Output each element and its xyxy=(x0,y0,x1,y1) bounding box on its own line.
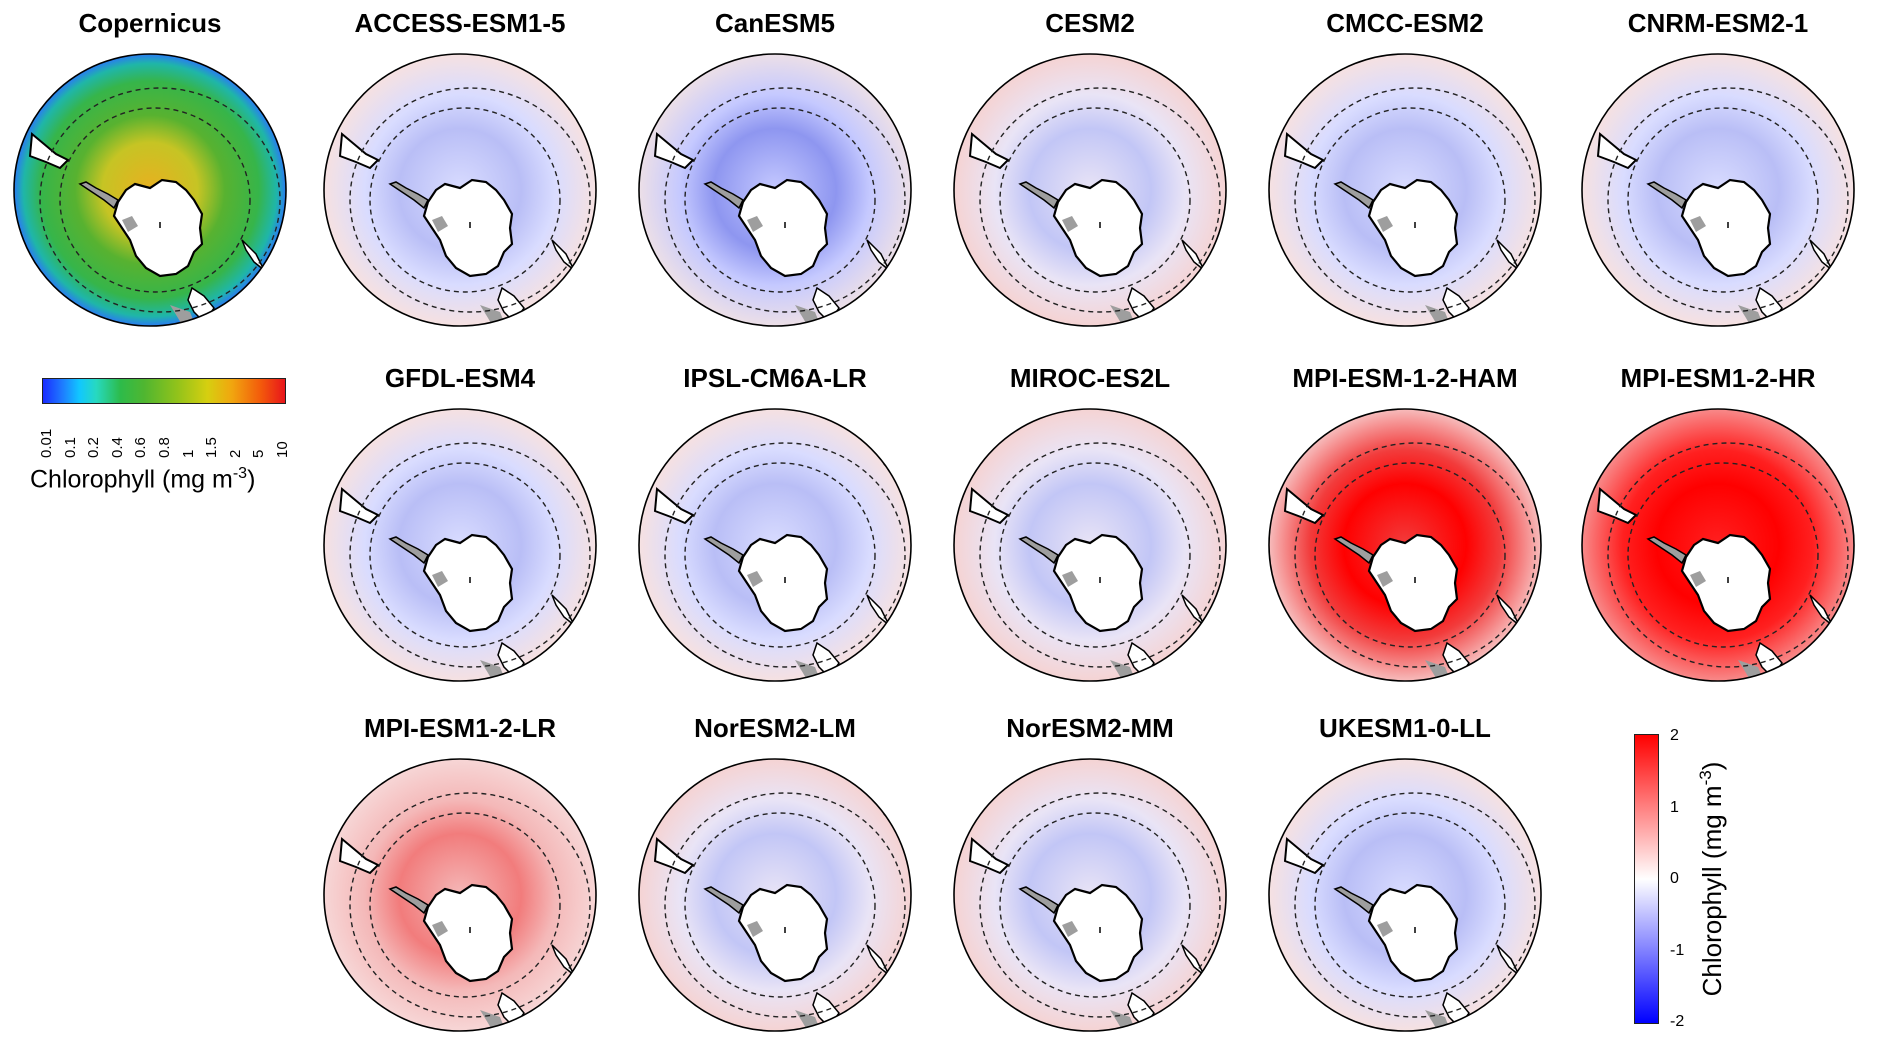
map-frame xyxy=(1581,408,1855,682)
map-panel-title: MPI-ESM-1-2-HAM xyxy=(1292,363,1518,393)
colorbar-tick-label: 0.2 xyxy=(85,437,103,458)
colorbar-tick-label: 0.1 xyxy=(61,437,79,458)
map-panel-title: NorESM2-LM xyxy=(694,713,856,743)
colorbar-tick-label: 10 xyxy=(274,441,291,458)
colorbar-tick-label: 0.4 xyxy=(108,437,126,458)
colorbar-tick-label: -1 xyxy=(1670,941,1685,959)
map-panel-title: MPI-ESM1-2-LR xyxy=(363,713,557,743)
map-panel: GFDL-ESM4 xyxy=(320,363,600,693)
map-panel-title: MPI-ESM1-2-HR xyxy=(1620,363,1816,393)
map-frame xyxy=(1581,53,1855,327)
colorbar-tick-label: 1.5 xyxy=(203,437,221,458)
map-frame xyxy=(323,53,597,327)
map-frame xyxy=(953,758,1227,1032)
polar-map xyxy=(1581,408,1855,682)
map-panel: MPI-ESM1-2-HR xyxy=(1578,363,1858,693)
map-frame xyxy=(638,53,912,327)
map-panel: MPI-ESM-1-2-HAM xyxy=(1265,363,1545,693)
map-frame xyxy=(953,408,1227,682)
map-panel: CNRM-ESM2-1 xyxy=(1578,8,1858,338)
colorbar-tick-label: 0.01 xyxy=(38,428,55,458)
chlorophyll-difference-colorbar xyxy=(1634,734,1659,1024)
map-panel-title: UKESM1-0-LL xyxy=(1319,713,1491,743)
map-panel-title: CanESM5 xyxy=(715,8,835,38)
map-frame xyxy=(1268,53,1542,327)
map-panel-title: MIROC-ES2L xyxy=(1009,363,1171,393)
map-frame xyxy=(1268,758,1542,1032)
map-frame xyxy=(323,408,597,682)
map-panel: CanESM5 xyxy=(635,8,915,338)
colorbar-tick-label: -2 xyxy=(1670,1013,1685,1030)
chlorophyll-difference-colorbar-label: Chlorophyll (mg m-3) xyxy=(1696,761,1727,997)
polar-map xyxy=(13,53,287,327)
map-panel: CMCC-ESM2 xyxy=(1265,8,1545,338)
map-panel-title: IPSL-CM6A-LR xyxy=(683,363,867,393)
map-panel-title: GFDL-ESM4 xyxy=(384,363,536,393)
polar-map xyxy=(953,758,1227,1032)
map-panel: Copernicus xyxy=(10,8,290,338)
map-frame xyxy=(638,408,912,682)
map-panel-title: CESM2 xyxy=(1045,8,1135,38)
colorbar-tick-label: 0.6 xyxy=(132,437,150,458)
chlorophyll-log-colorbar-label: Chlorophyll (mg m-3) xyxy=(30,465,256,494)
polar-map xyxy=(323,53,597,327)
map-frame xyxy=(323,758,597,1032)
colorbar-tick-label: 0.8 xyxy=(156,437,173,458)
polar-map xyxy=(1268,758,1542,1032)
polar-map xyxy=(1581,53,1855,327)
polar-map xyxy=(638,408,912,682)
map-panel: IPSL-CM6A-LR xyxy=(635,363,915,693)
map-panel: NorESM2-LM xyxy=(635,713,915,1043)
polar-map xyxy=(1268,408,1542,682)
map-frame xyxy=(953,53,1227,327)
polar-map xyxy=(953,408,1227,682)
polar-map xyxy=(953,53,1227,327)
map-panel: CESM2 xyxy=(950,8,1230,338)
polar-map xyxy=(323,408,597,682)
polar-map xyxy=(323,758,597,1032)
polar-map xyxy=(638,758,912,1032)
colorbar-tick-label: 5 xyxy=(250,449,268,458)
map-panel-title: Copernicus xyxy=(78,8,222,38)
colorbar-tick-label: 1 xyxy=(179,449,197,458)
colorbar-tick-label: 1 xyxy=(1670,798,1679,816)
map-panel: NorESM2-MM xyxy=(950,713,1230,1043)
polar-map xyxy=(1268,53,1542,327)
colorbar-tick-label: 2 xyxy=(1670,727,1679,744)
map-frame xyxy=(638,758,912,1032)
map-panel-title: CNRM-ESM2-1 xyxy=(1627,8,1809,38)
map-panel-title: ACCESS-ESM1-5 xyxy=(354,8,566,38)
map-panel: ACCESS-ESM1-5 xyxy=(320,8,600,338)
map-panel: MIROC-ES2L xyxy=(950,363,1230,693)
map-panel-title: NorESM2-MM xyxy=(1006,713,1174,743)
map-panel-title: CMCC-ESM2 xyxy=(1326,8,1484,38)
colorbar-tick-label: 2 xyxy=(226,449,244,458)
polar-map xyxy=(638,53,912,327)
colorbar-tick-label: 0 xyxy=(1670,870,1679,887)
map-frame xyxy=(1268,408,1542,682)
map-panel: MPI-ESM1-2-LR xyxy=(320,713,600,1043)
map-frame xyxy=(13,53,287,327)
chlorophyll-log-colorbar xyxy=(42,378,286,404)
map-panel: UKESM1-0-LL xyxy=(1265,713,1545,1043)
